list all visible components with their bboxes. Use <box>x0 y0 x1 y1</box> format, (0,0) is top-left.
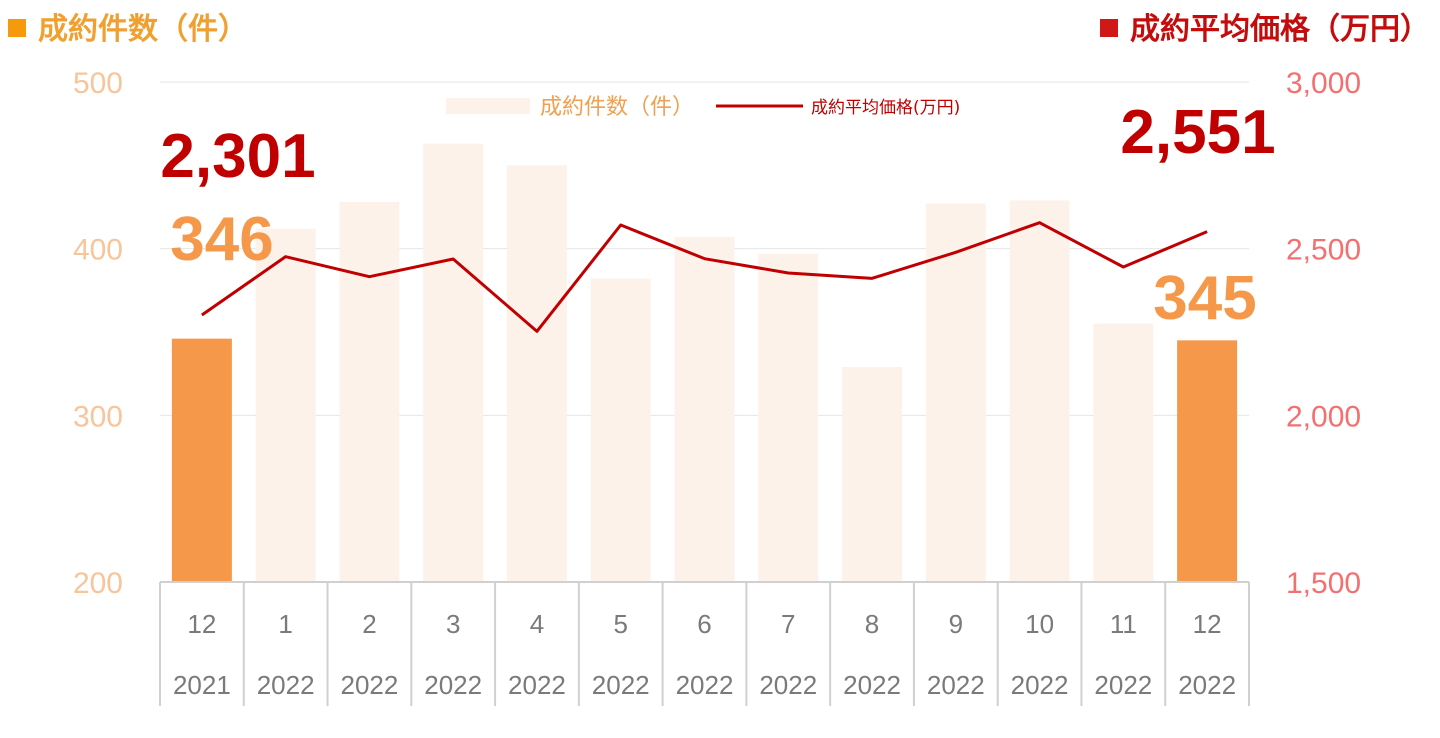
x-tick-month: 2 <box>362 609 376 639</box>
x-tick-month: 8 <box>865 609 879 639</box>
bar-highlight <box>1177 340 1238 582</box>
x-tick-year: 2022 <box>676 670 734 700</box>
x-tick-month: 1 <box>278 609 292 639</box>
x-tick-month: 7 <box>781 609 795 639</box>
legend-bar-label: 成約件数（件） <box>540 95 694 120</box>
left-axis-title: 成約件数（件） <box>8 4 248 48</box>
right-axis-title-text: 成約平均価格（万円） <box>1130 12 1430 47</box>
bar <box>758 253 819 582</box>
x-tick-year: 2022 <box>927 670 985 700</box>
bar <box>1093 323 1154 582</box>
bar-highlight <box>171 338 232 582</box>
bar <box>506 165 567 583</box>
x-tick-year: 2022 <box>341 670 399 700</box>
x-tick-month: 10 <box>1025 609 1054 639</box>
x-tick-month: 11 <box>1110 609 1137 639</box>
x-tick-year: 2022 <box>257 670 315 700</box>
x-tick-month: 4 <box>530 609 544 639</box>
right-axis-tick: 1,500 <box>1286 567 1361 600</box>
bar <box>339 202 400 582</box>
x-tick-month: 12 <box>187 609 216 639</box>
left-axis-tick: 500 <box>73 67 123 100</box>
x-tick-month: 3 <box>446 609 460 639</box>
bar <box>590 278 651 582</box>
data-label-count-first: 346 <box>170 205 273 274</box>
x-tick-year: 2022 <box>508 670 566 700</box>
bar <box>423 143 484 582</box>
x-tick-year: 2022 <box>1094 670 1152 700</box>
x-tick-month: 12 <box>1193 609 1222 639</box>
x-tick-year: 2021 <box>173 670 231 700</box>
data-label-price-last: 2,551 <box>1120 98 1275 167</box>
bar <box>674 237 735 582</box>
bar <box>255 228 316 582</box>
data-label-price-first: 2,301 <box>160 122 315 191</box>
x-tick-year: 2022 <box>1178 670 1236 700</box>
right-axis-tick: 3,000 <box>1286 67 1361 100</box>
x-tick-year: 2022 <box>759 670 817 700</box>
line-series-price <box>201 221 1208 333</box>
right-axis-tick: 2,000 <box>1286 400 1361 433</box>
legend-bar-swatch <box>446 98 530 114</box>
legend-line-label: 成約平均価格(万円) <box>811 98 960 118</box>
left-axis-tick: 400 <box>73 234 123 267</box>
square-marker-icon <box>8 19 26 37</box>
x-tick-month: 6 <box>697 609 711 639</box>
square-marker-icon <box>1100 19 1118 37</box>
x-tick-year: 2022 <box>424 670 482 700</box>
bar <box>1009 200 1070 583</box>
x-tick-year: 2022 <box>1011 670 1069 700</box>
x-tick-month: 9 <box>949 609 963 639</box>
x-tick-month: 5 <box>613 609 627 639</box>
data-label-count-last: 345 <box>1153 264 1256 333</box>
left-axis-tick: 200 <box>73 567 123 600</box>
x-tick-year: 2022 <box>843 670 901 700</box>
bar <box>842 367 903 582</box>
left-axis-title-text: 成約件数（件） <box>38 12 248 47</box>
x-tick-year: 2022 <box>592 670 650 700</box>
left-axis-tick: 300 <box>73 400 123 433</box>
bar <box>925 203 986 582</box>
right-axis-title: 成約平均価格（万円） <box>1100 4 1430 48</box>
right-axis-tick: 2,500 <box>1286 234 1361 267</box>
